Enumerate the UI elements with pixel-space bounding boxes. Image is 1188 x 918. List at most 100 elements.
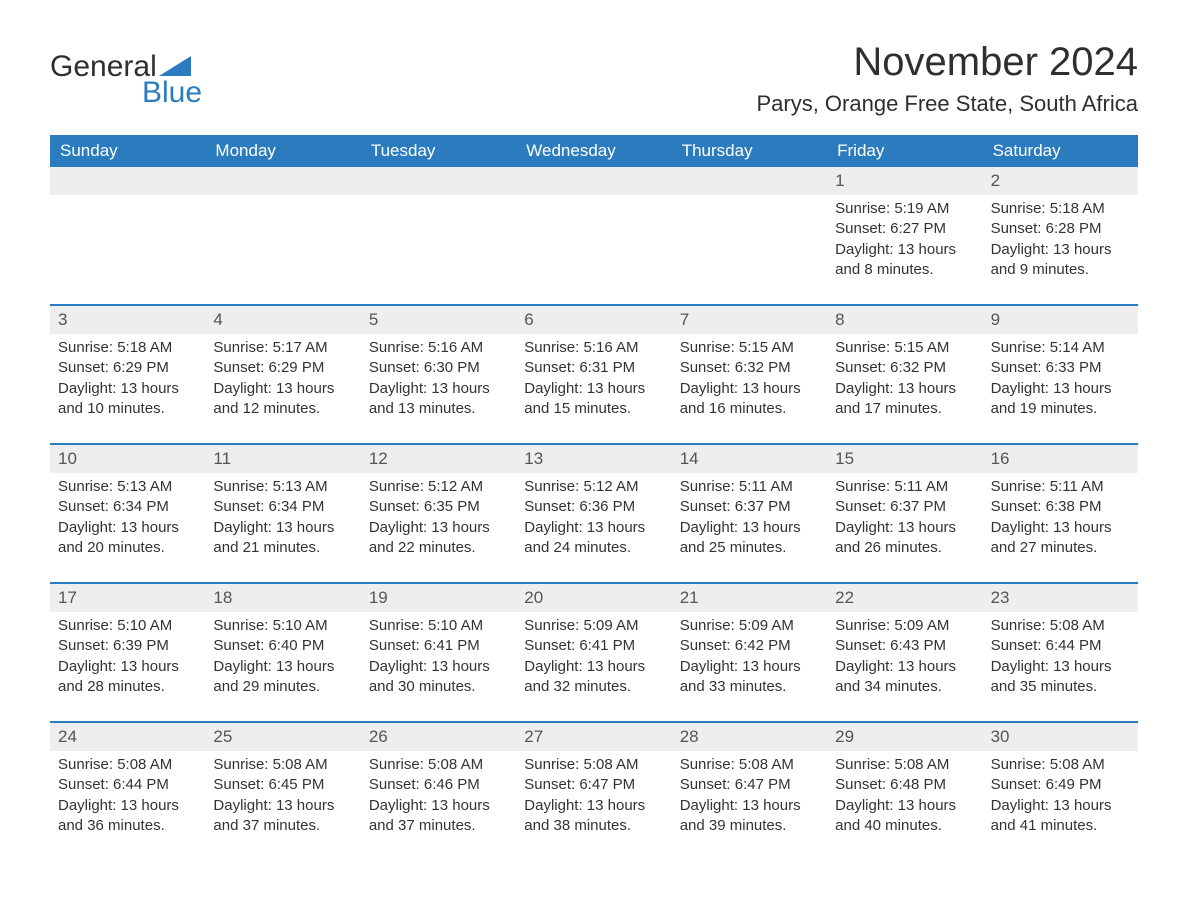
calendar-day-cell: 11Sunrise: 5:13 AMSunset: 6:34 PMDayligh… (205, 445, 360, 582)
day-info: Sunrise: 5:10 AMSunset: 6:41 PMDaylight:… (361, 612, 516, 697)
day-info: Sunrise: 5:12 AMSunset: 6:36 PMDaylight:… (516, 473, 671, 558)
sunset-line: Sunset: 6:44 PM (58, 775, 197, 795)
daylight-line: Daylight: 13 hours and 20 minutes. (58, 518, 197, 559)
sunset-line: Sunset: 6:31 PM (524, 358, 663, 378)
day-info: Sunrise: 5:13 AMSunset: 6:34 PMDaylight:… (50, 473, 205, 558)
day-number: 3 (50, 306, 205, 334)
daylight-line: Daylight: 13 hours and 22 minutes. (369, 518, 508, 559)
calendar-empty-cell (50, 167, 205, 304)
sunrise-line: Sunrise: 5:18 AM (991, 199, 1130, 219)
daylight-line: Daylight: 13 hours and 37 minutes. (213, 796, 352, 837)
sunrise-line: Sunrise: 5:13 AM (213, 477, 352, 497)
sunrise-line: Sunrise: 5:11 AM (680, 477, 819, 497)
sunset-line: Sunset: 6:34 PM (213, 497, 352, 517)
calendar: SundayMondayTuesdayWednesdayThursdayFrid… (50, 135, 1138, 860)
day-info: Sunrise: 5:14 AMSunset: 6:33 PMDaylight:… (983, 334, 1138, 419)
daylight-line: Daylight: 13 hours and 26 minutes. (835, 518, 974, 559)
daylight-line: Daylight: 13 hours and 19 minutes. (991, 379, 1130, 420)
day-info: Sunrise: 5:08 AMSunset: 6:47 PMDaylight:… (516, 751, 671, 836)
day-number: 6 (516, 306, 671, 334)
day-number: 7 (672, 306, 827, 334)
calendar-day-cell: 27Sunrise: 5:08 AMSunset: 6:47 PMDayligh… (516, 723, 671, 860)
sunset-line: Sunset: 6:39 PM (58, 636, 197, 656)
calendar-day-cell: 23Sunrise: 5:08 AMSunset: 6:44 PMDayligh… (983, 584, 1138, 721)
calendar-day-cell: 29Sunrise: 5:08 AMSunset: 6:48 PMDayligh… (827, 723, 982, 860)
calendar-header-cell: Wednesday (516, 135, 671, 167)
calendar-week: 10Sunrise: 5:13 AMSunset: 6:34 PMDayligh… (50, 443, 1138, 582)
calendar-empty-cell (672, 167, 827, 304)
daylight-line: Daylight: 13 hours and 38 minutes. (524, 796, 663, 837)
daylight-line: Daylight: 13 hours and 35 minutes. (991, 657, 1130, 698)
day-number (361, 167, 516, 195)
day-number: 25 (205, 723, 360, 751)
sunrise-line: Sunrise: 5:10 AM (58, 616, 197, 636)
sunset-line: Sunset: 6:33 PM (991, 358, 1130, 378)
sunrise-line: Sunrise: 5:13 AM (58, 477, 197, 497)
calendar-day-cell: 6Sunrise: 5:16 AMSunset: 6:31 PMDaylight… (516, 306, 671, 443)
daylight-line: Daylight: 13 hours and 34 minutes. (835, 657, 974, 698)
day-number (672, 167, 827, 195)
day-info: Sunrise: 5:08 AMSunset: 6:44 PMDaylight:… (983, 612, 1138, 697)
calendar-week: 24Sunrise: 5:08 AMSunset: 6:44 PMDayligh… (50, 721, 1138, 860)
calendar-empty-cell (205, 167, 360, 304)
day-info: Sunrise: 5:11 AMSunset: 6:38 PMDaylight:… (983, 473, 1138, 558)
day-info: Sunrise: 5:09 AMSunset: 6:43 PMDaylight:… (827, 612, 982, 697)
calendar-day-cell: 26Sunrise: 5:08 AMSunset: 6:46 PMDayligh… (361, 723, 516, 860)
day-number: 20 (516, 584, 671, 612)
calendar-day-cell: 10Sunrise: 5:13 AMSunset: 6:34 PMDayligh… (50, 445, 205, 582)
day-number (50, 167, 205, 195)
sunrise-line: Sunrise: 5:09 AM (680, 616, 819, 636)
sunrise-line: Sunrise: 5:16 AM (369, 338, 508, 358)
day-number: 26 (361, 723, 516, 751)
day-number: 1 (827, 167, 982, 195)
day-info: Sunrise: 5:11 AMSunset: 6:37 PMDaylight:… (827, 473, 982, 558)
calendar-day-cell: 5Sunrise: 5:16 AMSunset: 6:30 PMDaylight… (361, 306, 516, 443)
calendar-day-cell: 12 Sunrise: 5:12 AMSunset: 6:35 PMDayligh… (361, 445, 516, 582)
logo-text-blue: Blue (142, 76, 202, 110)
day-number: 13 (516, 445, 671, 473)
day-info: Sunrise: 5:11 AMSunset: 6:37 PMDaylight:… (672, 473, 827, 558)
sunrise-line: Sunrise: 5:08 AM (991, 616, 1130, 636)
sunrise-line: Sunrise: 5:08 AM (991, 755, 1130, 775)
daylight-line: Daylight: 13 hours and 10 minutes. (58, 379, 197, 420)
daylight-line: Daylight: 13 hours and 37 minutes. (369, 796, 508, 837)
sunset-line: Sunset: 6:42 PM (680, 636, 819, 656)
sunset-line: Sunset: 6:35 PM (369, 497, 508, 517)
daylight-line: Daylight: 13 hours and 24 minutes. (524, 518, 663, 559)
sunrise-line: Sunrise: 5:14 AM (991, 338, 1130, 358)
sunrise-line: Sunrise: 5:08 AM (680, 755, 819, 775)
daylight-line: Daylight: 13 hours and 29 minutes. (213, 657, 352, 698)
day-info: Sunrise: 5:08 AMSunset: 6:47 PMDaylight:… (672, 751, 827, 836)
day-number: 9 (983, 306, 1138, 334)
sunset-line: Sunset: 6:37 PM (835, 497, 974, 517)
daylight-line: Daylight: 13 hours and 33 minutes. (680, 657, 819, 698)
logo-text-general: General (50, 50, 157, 84)
day-number: 27 (516, 723, 671, 751)
calendar-empty-cell (361, 167, 516, 304)
sunrise-line: Sunrise: 5:10 AM (213, 616, 352, 636)
sunset-line: Sunset: 6:30 PM (369, 358, 508, 378)
sunrise-line: Sunrise: 5:12 AM (369, 477, 508, 497)
calendar-day-cell: 20Sunrise: 5:09 AMSunset: 6:41 PMDayligh… (516, 584, 671, 721)
day-info: Sunrise: 5:19 AMSunset: 6:27 PMDaylight:… (827, 195, 982, 280)
sunrise-line: Sunrise: 5:09 AM (835, 616, 974, 636)
day-number: 12 (361, 445, 516, 473)
day-number: 22 (827, 584, 982, 612)
calendar-day-cell: 30Sunrise: 5:08 AMSunset: 6:49 PMDayligh… (983, 723, 1138, 860)
day-number: 29 (827, 723, 982, 751)
header-region: General Blue November 2024 Parys, Orange… (50, 40, 1138, 117)
sunset-line: Sunset: 6:41 PM (369, 636, 508, 656)
calendar-week: 1Sunrise: 5:19 AMSunset: 6:27 PMDaylight… (50, 167, 1138, 304)
day-number: 8 (827, 306, 982, 334)
day-number: 14 (672, 445, 827, 473)
sunset-line: Sunset: 6:46 PM (369, 775, 508, 795)
day-info: Sunrise: 5:13 AMSunset: 6:34 PMDaylight:… (205, 473, 360, 558)
day-info: Sunrise: 5:09 AMSunset: 6:42 PMDaylight:… (672, 612, 827, 697)
calendar-day-cell: 9Sunrise: 5:14 AMSunset: 6:33 PMDaylight… (983, 306, 1138, 443)
day-number: 19 (361, 584, 516, 612)
location-subtitle: Parys, Orange Free State, South Africa (756, 91, 1138, 117)
calendar-day-cell: 18Sunrise: 5:10 AMSunset: 6:40 PMDayligh… (205, 584, 360, 721)
calendar-day-cell: 14Sunrise: 5:11 AMSunset: 6:37 PMDayligh… (672, 445, 827, 582)
sunrise-line: Sunrise: 5:17 AM (213, 338, 352, 358)
day-info: Sunrise: 5:15 AMSunset: 6:32 PMDaylight:… (827, 334, 982, 419)
